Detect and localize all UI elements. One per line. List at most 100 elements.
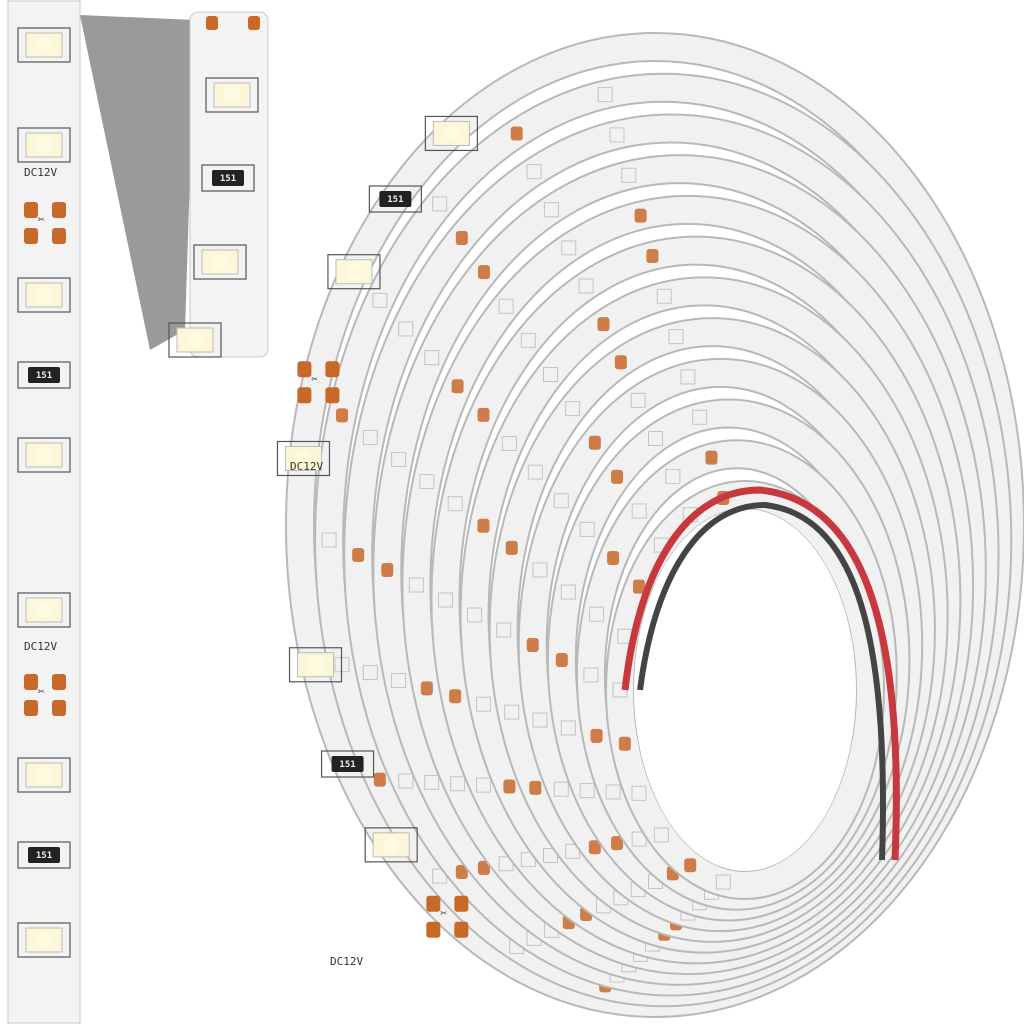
led-emitter — [345, 263, 362, 280]
solder-pad — [52, 202, 66, 218]
led-emitter — [36, 287, 52, 303]
resistor-frame — [17, 361, 71, 389]
solder-pad — [632, 579, 645, 594]
led-emitter — [36, 602, 52, 618]
led-emitter — [36, 137, 52, 153]
led-emitter — [307, 656, 324, 673]
scissors-icon: ✂ — [440, 907, 447, 920]
solder-pad — [420, 681, 433, 696]
led-outline — [362, 665, 378, 681]
resistor-code: 151 — [387, 195, 403, 205]
led-outline — [520, 332, 536, 348]
led-outline — [447, 496, 463, 512]
solder-pad — [336, 408, 349, 423]
led-outline — [680, 369, 696, 385]
led-frame — [17, 437, 71, 473]
solder-pad — [325, 387, 340, 404]
solder-pad — [477, 265, 490, 280]
solder-pad — [634, 208, 647, 223]
led-outline — [496, 622, 512, 638]
led-emitter — [212, 254, 228, 270]
solder-pad — [454, 895, 469, 912]
led-outline — [398, 773, 414, 789]
led-outline — [527, 464, 543, 480]
solder-pad — [503, 779, 516, 794]
led-outline — [648, 430, 664, 446]
led-emitter — [36, 767, 52, 783]
solder-pad — [611, 836, 624, 851]
solder-pad — [248, 16, 260, 30]
led-outline — [532, 712, 548, 728]
led-frame — [276, 440, 331, 477]
solder-pad — [588, 435, 601, 450]
led-outline — [578, 278, 594, 294]
solder-pad — [325, 361, 340, 378]
led-frame — [364, 827, 418, 863]
solder-pad — [505, 540, 518, 555]
led-frame — [288, 647, 343, 683]
solder-pad — [52, 700, 66, 716]
red-wire — [621, 486, 900, 861]
solder-pad — [449, 689, 462, 704]
led-outline — [498, 298, 514, 314]
resistor-chip — [28, 367, 60, 383]
led-outline — [715, 874, 731, 890]
led-outline — [391, 452, 407, 468]
led-outline — [579, 783, 595, 799]
led-outline — [605, 784, 621, 800]
solder-pad — [451, 379, 464, 394]
led-emitter — [295, 450, 312, 467]
led-frame — [205, 77, 259, 113]
led-outline — [631, 503, 647, 519]
led-frame — [17, 127, 71, 163]
solder-pad — [611, 469, 624, 484]
led-outline — [621, 167, 637, 183]
black-wire — [637, 501, 886, 861]
led-outline — [560, 720, 576, 736]
resistor-code: 151 — [36, 851, 52, 861]
led-outline — [589, 606, 605, 622]
led-emitter — [187, 332, 203, 348]
power-wires — [621, 486, 900, 861]
led-outline — [398, 321, 414, 337]
strip-fold-segment: 151 — [80, 11, 269, 358]
resistor-frame — [368, 185, 422, 213]
scissors-icon: ✂ — [38, 685, 45, 698]
led-outline — [362, 429, 378, 445]
solder-pad — [614, 355, 627, 370]
solder-pad — [24, 228, 38, 244]
led-outline — [476, 777, 492, 793]
voltage-label: DC12V — [330, 955, 363, 968]
led-outline — [665, 469, 681, 485]
led-frame — [424, 115, 478, 152]
led-frame — [17, 757, 71, 793]
outer-ring-components: 151 151 ✂ ✂ — [276, 115, 478, 938]
solder-pad — [529, 780, 542, 795]
coil-center-hole — [634, 509, 856, 871]
led-outline — [542, 366, 558, 382]
solder-pad — [297, 387, 312, 404]
solder-pad — [52, 674, 66, 690]
led-outline — [565, 401, 581, 417]
solder-pad — [477, 518, 490, 533]
led-frame — [17, 592, 71, 628]
solder-pad — [555, 653, 568, 667]
voltage-label: DC12V — [290, 460, 323, 473]
solder-pad — [597, 317, 610, 332]
led-emitter — [383, 836, 400, 853]
led-outline — [532, 562, 548, 578]
solder-pad — [24, 202, 38, 218]
led-outline — [609, 127, 625, 143]
led-emitter — [36, 932, 52, 948]
solder-pad — [646, 248, 659, 263]
led-outline — [391, 672, 407, 688]
led-outline — [419, 474, 435, 490]
led-frame — [17, 277, 71, 313]
led-outline — [424, 350, 440, 366]
scissors-icon: ✂ — [311, 372, 318, 385]
voltage-label: DC12V — [24, 166, 57, 179]
solder-pad — [477, 407, 490, 422]
resistor-chip — [28, 847, 60, 863]
led-emitter — [443, 125, 460, 142]
solder-pad — [618, 736, 631, 751]
